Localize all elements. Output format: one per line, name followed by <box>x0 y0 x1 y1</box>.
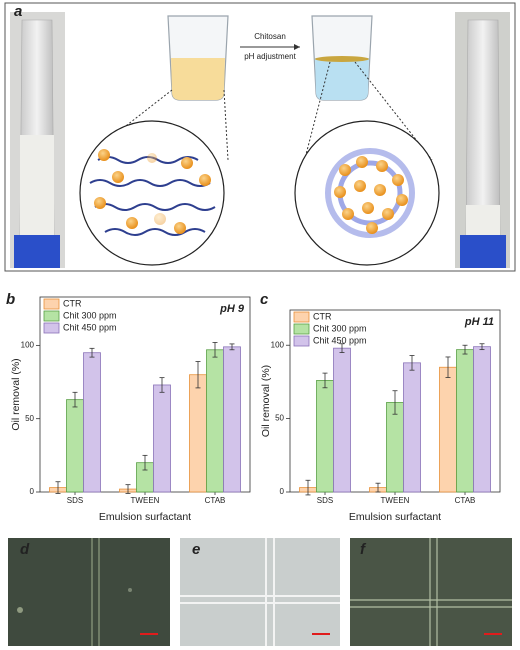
error-bar <box>55 481 61 494</box>
error-bar <box>462 344 468 355</box>
bar <box>456 349 474 493</box>
y-tick-label: 100 <box>21 340 35 349</box>
bar <box>316 380 334 493</box>
error-bar <box>375 482 381 493</box>
bar <box>333 347 351 493</box>
beaker-right <box>311 15 373 101</box>
error-bar <box>392 390 398 415</box>
bar <box>223 346 241 493</box>
error-bar <box>89 347 95 358</box>
bar <box>189 374 207 493</box>
y-tick-label: 0 <box>280 487 285 496</box>
micrograph-d <box>8 538 170 646</box>
error-bar <box>212 342 218 358</box>
x-tick-label: TWEEN <box>381 496 410 505</box>
x-tick-label: CTAB <box>205 496 226 505</box>
y-tick-label: 100 <box>271 340 285 349</box>
legend-swatch <box>293 335 310 347</box>
zoom-right <box>301 61 433 171</box>
panel-label: e <box>192 541 200 558</box>
bar <box>439 366 457 493</box>
charts: 0 50 100 SDS TWEEN CTAB Emulsion surfactant Oil… <box>10 296 501 523</box>
legend-swatch <box>293 323 310 335</box>
x-tick-label: CTAB <box>455 496 476 505</box>
panel-label: f <box>360 541 367 558</box>
bar <box>83 352 101 493</box>
error-bar <box>339 343 345 353</box>
error-bar <box>229 343 235 351</box>
y-axis-label: Oil removal (%) <box>260 365 272 437</box>
legend-label: CTR <box>313 311 332 321</box>
zoom-circle <box>79 120 225 266</box>
arrow-head <box>294 44 300 50</box>
x-axis-label: Emulsion surfactant <box>99 511 191 523</box>
bar <box>473 346 491 493</box>
x-tick-label: SDS <box>317 496 333 505</box>
y-tick-label: 50 <box>275 414 284 423</box>
micrograph-e <box>180 538 340 646</box>
y-axis-label: Oil removal (%) <box>10 358 22 430</box>
legend-swatch <box>43 322 60 334</box>
oil-droplets <box>94 149 211 234</box>
error-bar <box>445 356 451 378</box>
error-bar <box>305 479 311 496</box>
x-tick-label: TWEEN <box>131 496 160 505</box>
legend-swatch <box>293 311 310 323</box>
bar <box>206 349 224 493</box>
legend-label: Chit 300 ppm <box>63 310 117 320</box>
annotation: pH 9 <box>219 303 245 315</box>
y-tick-label: 0 <box>30 487 35 496</box>
panel-frame <box>4 2 516 272</box>
tube-photo-left <box>10 12 65 268</box>
bar <box>403 362 421 493</box>
legend-swatch <box>43 298 60 310</box>
panel-label: c <box>260 291 269 308</box>
tube-photo-right <box>455 12 510 268</box>
floc <box>325 148 415 238</box>
x-tick-label: SDS <box>67 496 83 505</box>
micrograph-f <box>350 538 512 646</box>
legend-label: Chit 450 ppm <box>313 335 367 345</box>
arrow-label: pH adjustment <box>244 52 296 61</box>
y-tick-label: 50 <box>25 414 34 423</box>
annotation: pH 11 <box>464 316 494 328</box>
legend-label: Chit 450 ppm <box>63 322 117 332</box>
error-bar <box>479 343 485 351</box>
bar <box>66 399 84 493</box>
legend-label: Chit 300 ppm <box>313 323 367 333</box>
micelle-chains <box>89 156 216 236</box>
bar <box>386 402 404 493</box>
legend-label: CTR <box>63 298 82 308</box>
error-bar <box>159 377 165 393</box>
error-bar <box>142 454 148 471</box>
error-bar <box>322 372 328 389</box>
bar <box>153 384 171 493</box>
arrow-label: Chitosan <box>254 32 286 41</box>
legend-swatch <box>43 310 60 322</box>
beaker-left <box>167 15 229 101</box>
error-bar <box>195 361 201 389</box>
x-axis-label: Emulsion surfactant <box>349 511 441 523</box>
panel-label: b <box>6 291 15 308</box>
panel-label: a <box>14 3 22 20</box>
panel-label: d <box>20 541 30 558</box>
zoom-circle <box>294 120 440 266</box>
error-bar <box>72 391 78 408</box>
error-bar <box>409 355 415 371</box>
error-bar <box>125 484 131 494</box>
